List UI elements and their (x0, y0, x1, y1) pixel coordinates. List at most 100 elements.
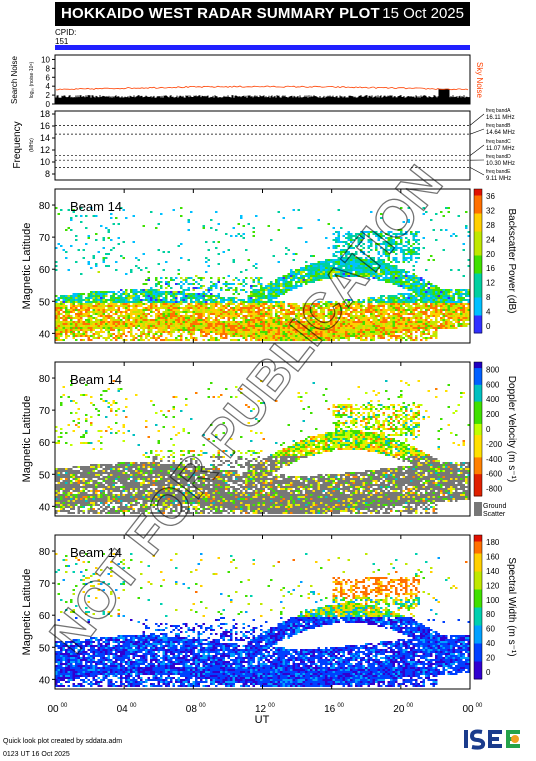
scatter-cell (137, 315, 140, 317)
scatter-cell (372, 269, 375, 271)
scatter-cell (297, 227, 300, 229)
scatter-cell (132, 317, 135, 319)
scatter-cell (57, 317, 60, 319)
scatter-cell (380, 217, 383, 219)
scatter-cell (215, 229, 218, 231)
scatter-cell (230, 327, 233, 329)
scatter-cell (142, 289, 145, 291)
scatter-cell (400, 277, 403, 279)
scatter-cell (345, 337, 348, 339)
scatter-cell (335, 313, 338, 315)
scatter-cell (170, 309, 173, 311)
scatter-cell (57, 323, 60, 325)
scatter-cell (247, 295, 250, 297)
scatter-cell (375, 311, 378, 313)
scatter-cell (177, 301, 180, 303)
scatter-cell (372, 271, 375, 273)
scatter-cell (402, 297, 405, 299)
scatter-cell (257, 325, 260, 327)
scatter-cell (162, 323, 165, 325)
scatter-cell (467, 291, 470, 293)
scatter-cell (315, 311, 318, 313)
scatter-cell (155, 339, 158, 341)
scatter-cell (402, 251, 405, 253)
scatter-cell (320, 301, 323, 303)
scatter-cell (395, 257, 398, 259)
scatter-cell (55, 442, 58, 444)
scatter-cell (115, 311, 118, 313)
scatter-cell (450, 303, 453, 305)
scatter-cell (122, 325, 125, 327)
scatter-cell (447, 327, 450, 329)
scatter-cell (115, 217, 118, 219)
scatter-cell (370, 311, 373, 313)
scatter-cell (407, 319, 410, 321)
scatter-cell (310, 315, 313, 317)
scatter-cell (162, 329, 165, 331)
scatter-cell (200, 307, 203, 309)
scatter-cell (170, 287, 173, 289)
scatter-cell (92, 470, 95, 472)
scatter-cell (212, 319, 215, 321)
scatter-cell (430, 313, 433, 315)
scatter-cell (437, 287, 440, 289)
scatter-cell (65, 335, 68, 337)
scatter-cell (217, 309, 220, 311)
scatter-cell (335, 315, 338, 317)
scatter-cell (267, 309, 270, 311)
scatter-cell (145, 297, 148, 299)
scatter-cell (360, 319, 363, 321)
scatter-cell (285, 247, 288, 249)
scatter-cell (125, 301, 128, 303)
scatter-cell (230, 339, 233, 341)
scatter-cell (347, 253, 350, 255)
scatter-cell (297, 329, 300, 331)
scatter-cell (357, 321, 360, 323)
scatter-cell (385, 317, 388, 319)
scatter-cell (395, 317, 398, 319)
scatter-cell (105, 323, 108, 325)
scatter-cell (55, 261, 58, 263)
scatter-cell (197, 315, 200, 317)
scatter-cell (187, 325, 190, 327)
scatter-cell (247, 297, 250, 299)
scatter-cell (367, 299, 370, 301)
scatter-cell (302, 339, 305, 341)
scatter-cell (312, 303, 315, 305)
scatter-cell (380, 329, 383, 331)
scatter-cell (125, 303, 128, 305)
scatter-cell (90, 339, 93, 341)
scatter-cell (140, 293, 143, 295)
scatter-cell (205, 261, 208, 263)
scatter-cell (302, 309, 305, 311)
scatter-cell (415, 283, 418, 285)
scatter-cell (455, 311, 458, 313)
scatter-cell (75, 317, 78, 319)
scatter-cell (72, 476, 75, 478)
scatter-cell (292, 271, 295, 273)
scatter-cell (277, 315, 280, 317)
scatter-cell (55, 506, 58, 508)
scatter-cell (167, 307, 170, 309)
scatter-cell (330, 329, 333, 331)
scatter-cell (410, 323, 413, 325)
scatter-cell (392, 303, 395, 305)
scatter-cell (92, 327, 95, 329)
scatter-cell (107, 335, 110, 337)
scatter-cell (147, 295, 150, 297)
scatter-cell (427, 325, 430, 327)
scatter-cell (270, 283, 273, 285)
scatter-cell (105, 329, 108, 331)
scatter-cell (292, 311, 295, 313)
scatter-cell (405, 273, 408, 275)
scatter-cell (127, 303, 130, 305)
scatter-cell (410, 257, 413, 259)
scatter-cell (220, 337, 223, 339)
scatter-cell (190, 329, 193, 331)
scatter-cell (305, 261, 308, 263)
scatter-cell (410, 275, 413, 277)
scatter-cell (462, 315, 465, 317)
scatter-cell (127, 313, 130, 315)
scatter-cell (422, 293, 425, 295)
scatter-cell (215, 287, 218, 289)
